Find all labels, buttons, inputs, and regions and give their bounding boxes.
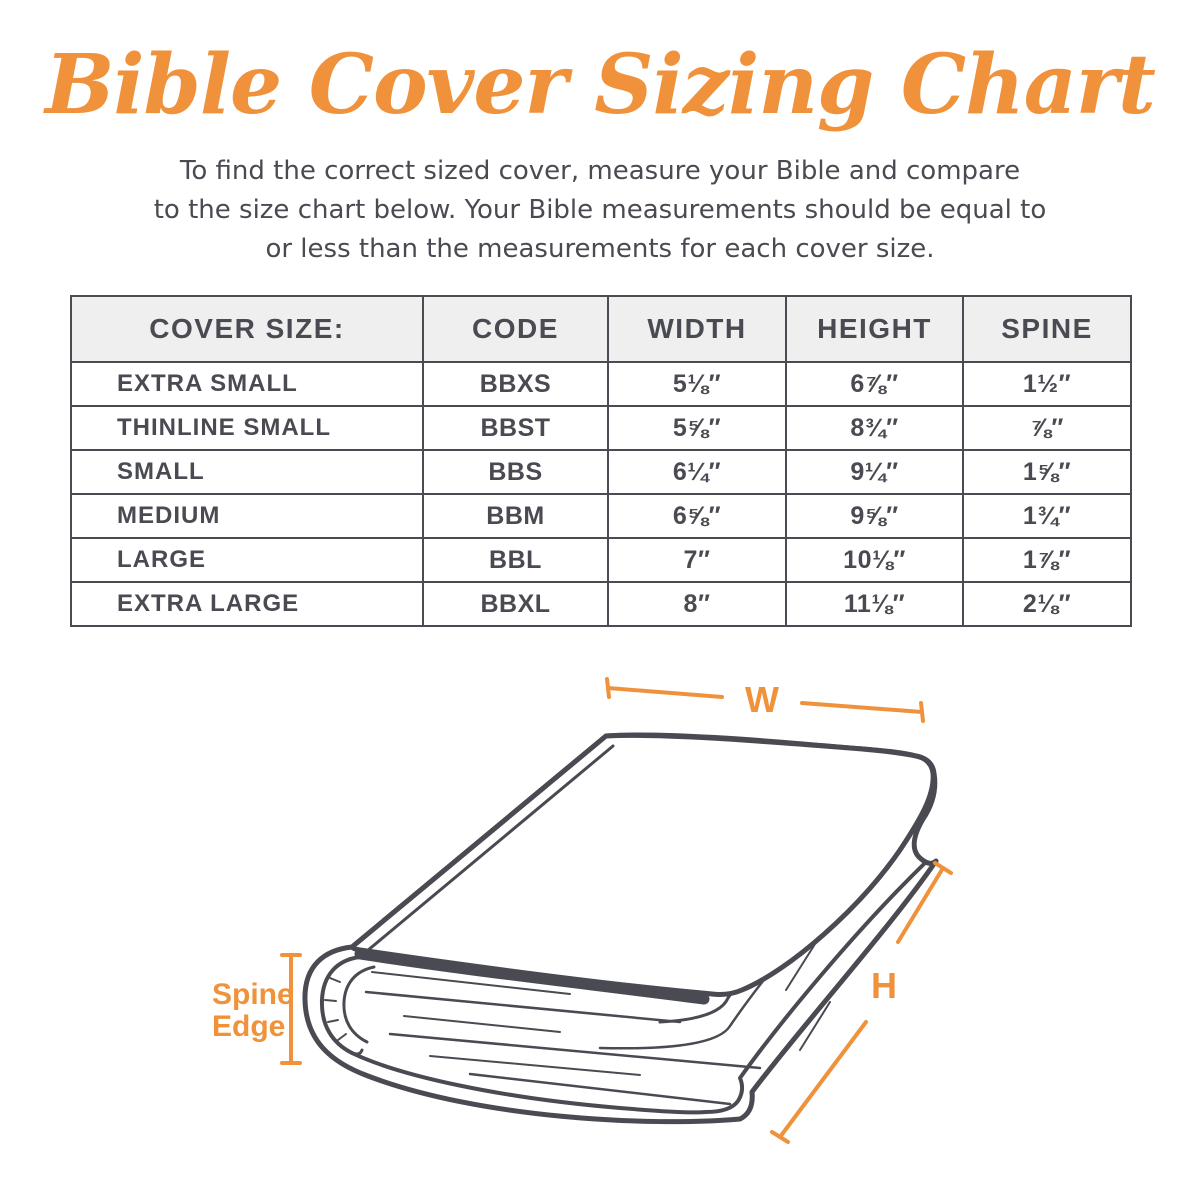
cell-height: 9¼″ [785,449,964,495]
bottom-cover-inner-edge [350,860,928,1115]
width-measure [605,677,925,723]
cell-size: SMALL [70,449,424,495]
top-cover-spine-lip [359,744,615,958]
cell-size: LARGE [70,537,424,583]
cell-height: 9⅝″ [785,493,964,539]
cell-code: BBL [422,537,609,583]
cell-width: 7″ [607,537,787,583]
size-table: COVER SIZE: CODE WIDTH HEIGHT SPINE EXTR… [70,295,1132,627]
cell-spine: 1¾″ [962,493,1132,539]
table-row: MEDIUM BBM 6⅝″ 9⅝″ 1¾″ [70,493,1132,539]
cell-size: EXTRA LARGE [70,581,424,627]
cell-spine: 1⅝″ [962,449,1132,495]
col-header-cover-size: COVER SIZE: [70,295,424,363]
table-header-row: COVER SIZE: CODE WIDTH HEIGHT SPINE [70,295,1132,363]
cell-height: 6⅞″ [785,361,964,407]
cell-width: 8″ [607,581,787,627]
cell-size: EXTRA SMALL [70,361,424,407]
cell-size: MEDIUM [70,493,424,539]
cell-width: 5⅝″ [607,405,787,451]
cell-spine: ⅞″ [962,405,1132,451]
top-cover-front-band [354,948,710,1005]
cell-spine: 2⅛″ [962,581,1132,627]
cell-spine: 1⅞″ [962,537,1132,583]
spine-edge-label-line1: Spine [212,978,294,1011]
page-sketch-lines [364,971,762,1106]
table-row: LARGE BBL 7″ 10⅛″ 1⅞″ [70,537,1132,583]
book-illustration [302,732,939,1125]
cell-width: 6¼″ [607,449,787,495]
cell-width: 5⅛″ [607,361,787,407]
cell-spine: 1½″ [962,361,1132,407]
cell-code: BBST [422,405,609,451]
table-row: THINLINE SMALL BBST 5⅝″ 8¾″ ⅞″ [70,405,1132,451]
table-row: EXTRA LARGE BBXL 8″ 11⅛″ 2⅛″ [70,581,1132,627]
cell-code: BBXL [422,581,609,627]
width-measure-ticks [605,677,925,723]
table-row: EXTRA SMALL BBXS 5⅛″ 6⅞″ 1½″ [70,361,1132,407]
cell-code: BBM [422,493,609,539]
cell-height: 10⅛″ [785,537,964,583]
page-subtitle: To find the correct sized cover, measure… [153,156,1047,264]
col-header-height: HEIGHT [785,295,964,363]
cell-height: 11⅛″ [785,581,964,627]
table-row: SMALL BBS 6¼″ 9¼″ 1⅝″ [70,449,1132,495]
spine-edge-label-line2: Edge [212,1010,285,1043]
cell-size: THINLINE SMALL [70,405,424,451]
height-measure [770,861,953,1144]
spine-curves [319,943,376,1056]
cell-code: BBXS [422,361,609,407]
col-header-code: CODE [422,295,609,363]
cell-width: 6⅝″ [607,493,787,539]
page-title: Bible Cover Sizing Chart [45,37,1156,133]
height-measure-line [778,866,945,1139]
width-measure-line [606,686,924,714]
height-measure-label: H [871,965,897,1006]
top-cover-face [349,732,936,997]
width-measure-label: W [745,679,779,720]
height-measure-ticks [770,861,953,1144]
cell-code: BBS [422,449,609,495]
col-header-width: WIDTH [607,295,787,363]
book-measurement-diagram: W H Spine Edge [212,677,953,1144]
cell-height: 8¾″ [785,405,964,451]
col-header-spine: SPINE [962,295,1132,363]
spine-measure [280,953,302,1065]
spine-measure-ticks [280,953,302,1065]
